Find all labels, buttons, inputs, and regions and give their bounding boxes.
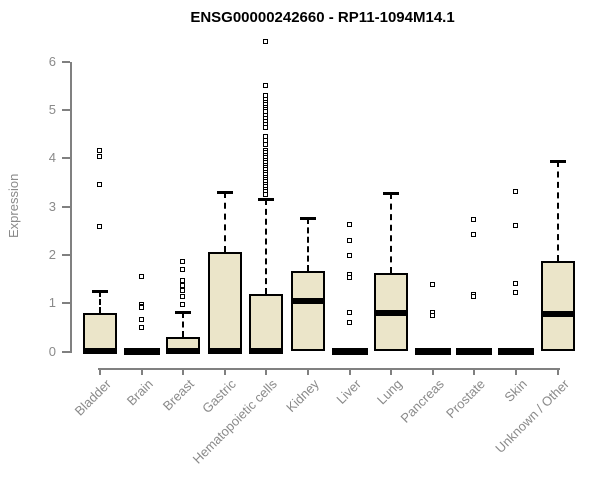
flat-box-bar bbox=[498, 347, 534, 355]
outlier-point bbox=[138, 305, 144, 311]
whisker-cap bbox=[300, 216, 316, 220]
y-axis-tick bbox=[62, 60, 70, 63]
outlier-point bbox=[471, 217, 477, 223]
x-axis-tick bbox=[431, 368, 434, 375]
x-axis-tick bbox=[265, 368, 268, 375]
outlier-point bbox=[429, 281, 435, 287]
outlier-point bbox=[138, 317, 144, 323]
outlier-point bbox=[97, 223, 102, 229]
y-tick-label: 0 bbox=[48, 343, 56, 359]
x-tick-label: Unknown / Other bbox=[491, 376, 572, 456]
outlier-point bbox=[263, 125, 269, 131]
whisker-cap bbox=[92, 290, 108, 294]
whisker-cap bbox=[549, 160, 566, 164]
y-axis-tick bbox=[62, 302, 70, 305]
outlier-point bbox=[180, 301, 186, 307]
flat-box-bar bbox=[123, 347, 160, 355]
outlier-point bbox=[180, 294, 186, 300]
outlier-point bbox=[180, 288, 186, 294]
outlier-point bbox=[97, 148, 102, 154]
whisker-line bbox=[556, 161, 559, 261]
median-line bbox=[291, 297, 325, 304]
whisker-line bbox=[99, 291, 101, 313]
outlier-point bbox=[263, 39, 269, 45]
chart-title: ENSG00000242660 - RP11-1094M14.1 bbox=[190, 9, 455, 26]
whisker-cap bbox=[216, 191, 233, 195]
x-axis-tick bbox=[473, 368, 476, 375]
median-line bbox=[374, 309, 409, 316]
whisker-line bbox=[182, 311, 185, 337]
box-rect bbox=[207, 252, 242, 352]
outlier-point bbox=[180, 278, 186, 284]
y-axis-line bbox=[70, 61, 72, 354]
median-line bbox=[249, 347, 284, 354]
box-rect bbox=[291, 270, 325, 352]
y-tick-label: 2 bbox=[48, 246, 56, 262]
outlier-point bbox=[263, 82, 269, 88]
outlier-point bbox=[263, 191, 269, 197]
x-axis-line bbox=[98, 368, 560, 370]
x-axis-tick bbox=[515, 368, 517, 375]
outlier-point bbox=[138, 273, 144, 279]
flat-box-bar bbox=[456, 347, 493, 355]
outlier-point bbox=[471, 294, 477, 300]
y-tick-label: 6 bbox=[48, 53, 56, 69]
y-axis-tick bbox=[62, 350, 70, 353]
y-tick-label: 5 bbox=[48, 102, 56, 117]
whisker-cap bbox=[258, 198, 275, 202]
y-tick-label: 3 bbox=[48, 198, 56, 214]
whisker-line bbox=[223, 192, 226, 253]
median-line bbox=[166, 347, 201, 354]
whisker-line bbox=[265, 199, 268, 294]
outlier-point bbox=[138, 325, 144, 331]
x-axis-tick bbox=[390, 368, 393, 375]
flat-box-bar bbox=[414, 347, 451, 355]
y-axis-tick bbox=[62, 253, 70, 256]
x-axis-tick bbox=[348, 368, 351, 375]
outlier-point bbox=[513, 289, 518, 295]
y-tick-label: 4 bbox=[48, 150, 56, 166]
y-tick-label: 1 bbox=[48, 295, 56, 311]
median-line bbox=[83, 347, 117, 354]
outlier-point bbox=[346, 238, 352, 244]
outlier-point bbox=[346, 253, 352, 259]
median-line bbox=[540, 310, 575, 317]
x-axis-tick bbox=[140, 368, 143, 375]
outlier-point bbox=[471, 231, 477, 237]
outlier-point bbox=[346, 275, 352, 281]
whisker-cap bbox=[175, 310, 192, 314]
median-line bbox=[207, 347, 242, 354]
outlier-point bbox=[180, 267, 186, 273]
whisker-line bbox=[390, 193, 393, 274]
whisker-cap bbox=[383, 192, 400, 196]
box-rect bbox=[83, 312, 117, 352]
x-axis-tick bbox=[182, 368, 185, 375]
x-axis-tick bbox=[556, 368, 559, 375]
outlier-point bbox=[346, 319, 352, 325]
outlier-point bbox=[97, 153, 102, 159]
outlier-point bbox=[513, 222, 518, 228]
box-rect bbox=[249, 293, 284, 352]
whisker-line bbox=[307, 217, 309, 271]
outlier-point bbox=[263, 141, 269, 147]
outlier-point bbox=[513, 280, 518, 286]
outlier-point bbox=[346, 221, 352, 227]
y-axis-tick bbox=[62, 157, 70, 160]
y-axis-tick bbox=[62, 109, 70, 111]
x-axis-tick bbox=[307, 368, 309, 375]
outlier-point bbox=[346, 309, 352, 315]
outlier-point bbox=[97, 181, 102, 187]
x-axis-tick bbox=[99, 368, 101, 375]
box-rect bbox=[540, 260, 575, 352]
outlier-point bbox=[429, 313, 435, 319]
y-axis-label: Expression bbox=[6, 173, 21, 238]
y-axis-tick bbox=[62, 205, 70, 208]
outlier-point bbox=[180, 259, 186, 265]
x-axis-tick bbox=[223, 368, 226, 375]
outlier-point bbox=[180, 283, 186, 289]
outlier-point bbox=[513, 189, 518, 195]
flat-box-bar bbox=[331, 347, 368, 355]
